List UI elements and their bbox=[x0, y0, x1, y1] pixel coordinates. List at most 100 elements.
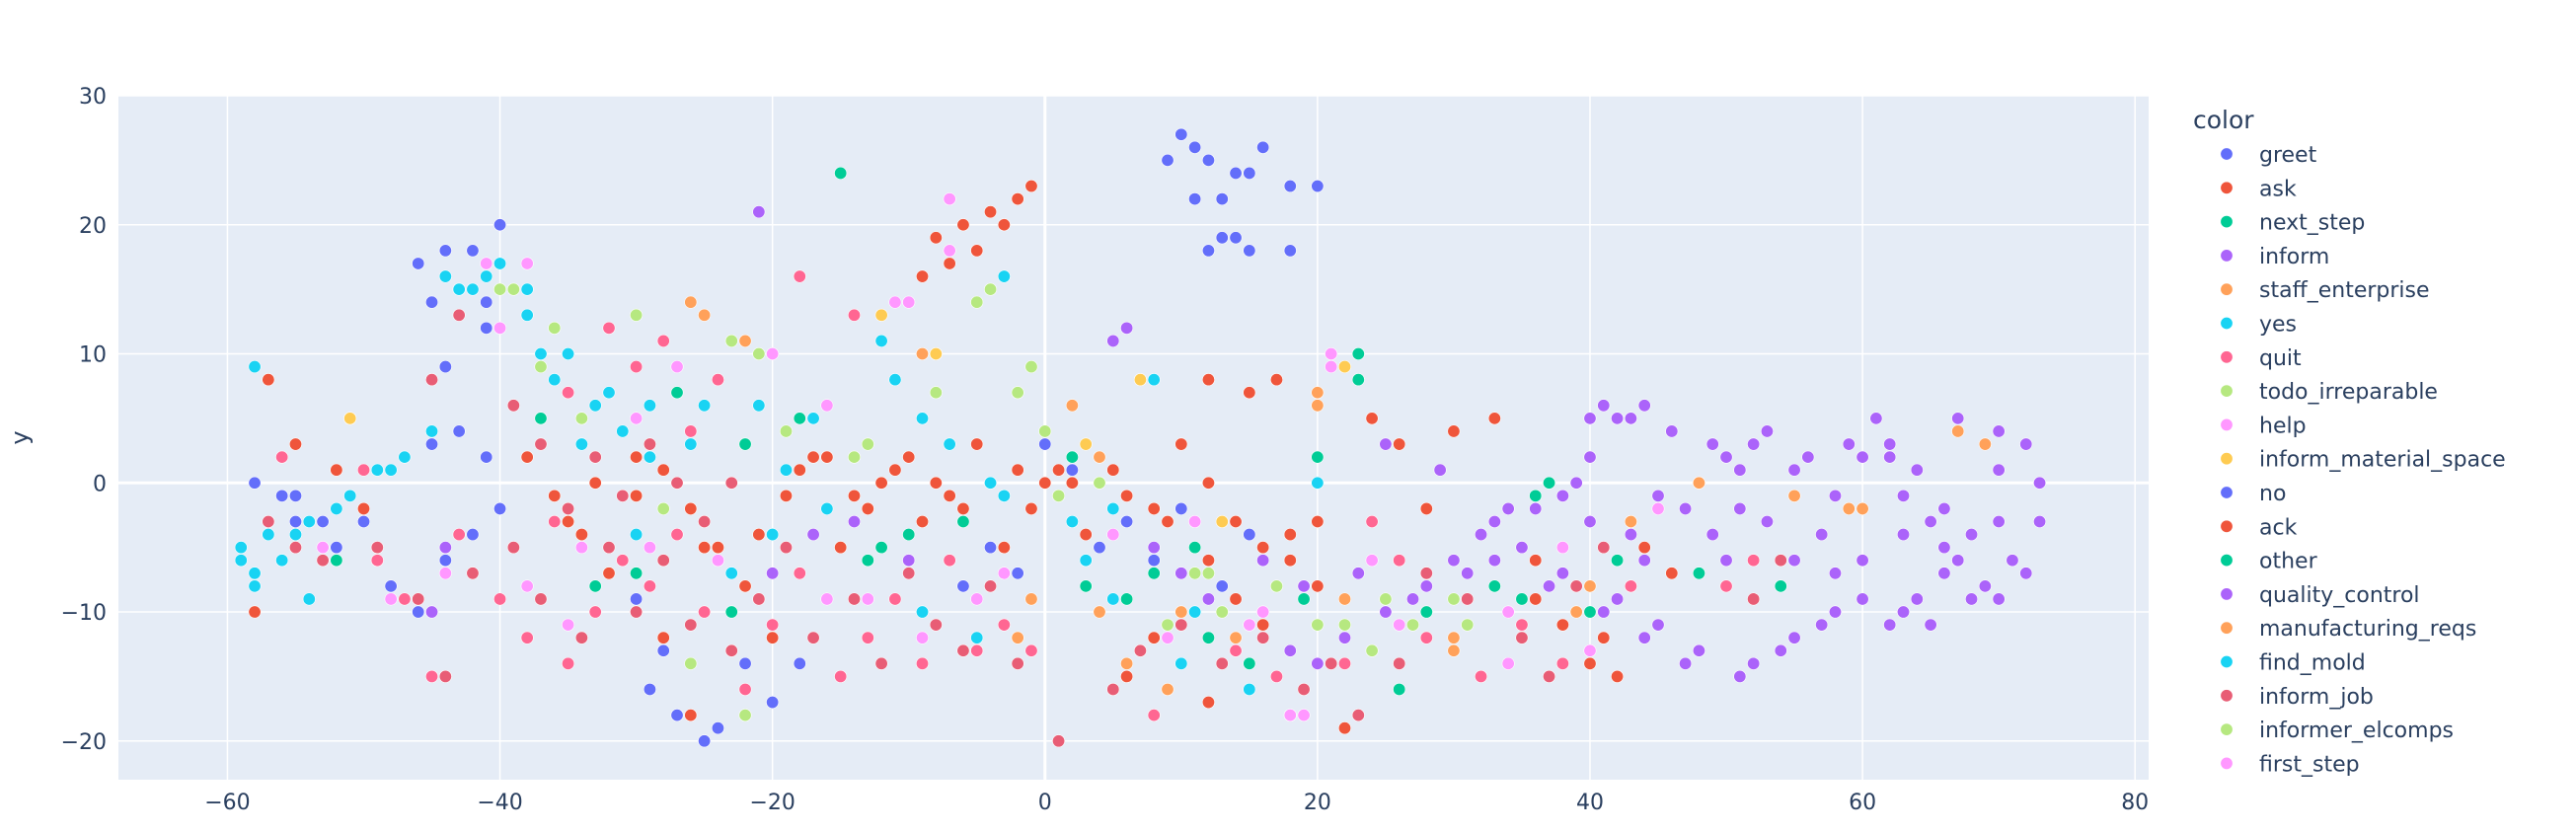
legend-label: help bbox=[2259, 414, 2307, 438]
legend-label: staff_enterprise bbox=[2259, 278, 2430, 303]
legend-marker bbox=[2220, 181, 2234, 194]
data-point bbox=[1924, 514, 1937, 528]
data-point bbox=[847, 308, 861, 322]
data-point bbox=[1692, 567, 1705, 580]
data-point bbox=[1147, 541, 1161, 555]
data-point bbox=[793, 567, 806, 580]
data-point bbox=[1351, 347, 1365, 361]
legend-marker bbox=[2220, 215, 2234, 229]
data-point bbox=[970, 437, 984, 451]
data-point bbox=[724, 644, 738, 657]
data-point bbox=[1869, 412, 1883, 425]
data-point bbox=[2006, 554, 2019, 568]
data-point bbox=[466, 244, 480, 258]
legend-item[interactable]: ask bbox=[2220, 177, 2297, 201]
legend-item[interactable]: no bbox=[2220, 482, 2287, 506]
data-point bbox=[1283, 244, 1297, 258]
data-point bbox=[1487, 514, 1501, 528]
legend-item[interactable]: yes bbox=[2220, 313, 2297, 338]
data-point bbox=[861, 437, 874, 451]
legend-item[interactable]: greet bbox=[2220, 143, 2317, 168]
legend-item[interactable]: todo_irreparable bbox=[2220, 380, 2438, 405]
data-point bbox=[1011, 386, 1024, 400]
data-point bbox=[384, 579, 398, 593]
data-point bbox=[1201, 476, 1215, 490]
data-point bbox=[724, 567, 738, 580]
data-point bbox=[874, 308, 888, 322]
legend-item[interactable]: inform_material_space bbox=[2220, 448, 2506, 473]
data-point bbox=[698, 514, 712, 528]
data-point bbox=[602, 321, 616, 335]
data-point bbox=[520, 631, 534, 644]
legend-item[interactable]: help bbox=[2220, 414, 2307, 438]
series-todo-irreparable bbox=[493, 282, 1461, 670]
data-point bbox=[984, 476, 998, 490]
legend-item[interactable]: first_step bbox=[2220, 752, 2360, 777]
data-point bbox=[1243, 166, 1256, 180]
data-point bbox=[1597, 541, 1611, 555]
legend-item[interactable]: find_mold bbox=[2220, 651, 2366, 676]
data-point bbox=[698, 605, 712, 619]
data-point bbox=[1283, 180, 1297, 193]
data-point bbox=[997, 567, 1011, 580]
data-point bbox=[1406, 618, 1420, 632]
data-point bbox=[275, 554, 289, 568]
data-point bbox=[1215, 656, 1229, 670]
legend-item[interactable]: inform_job bbox=[2220, 685, 2374, 710]
legend-item[interactable]: manufacturing_reqs bbox=[2220, 617, 2476, 642]
data-point bbox=[984, 579, 998, 593]
legend-label: quality_control bbox=[2259, 583, 2420, 608]
data-point bbox=[1692, 644, 1705, 657]
legend-item[interactable]: next_step bbox=[2220, 211, 2366, 236]
data-point bbox=[1365, 554, 1379, 568]
data-point bbox=[302, 514, 316, 528]
y-tick-label: 10 bbox=[79, 343, 107, 368]
data-point bbox=[1529, 489, 1543, 502]
data-point bbox=[425, 669, 439, 683]
legend-item[interactable]: quality_control bbox=[2220, 583, 2420, 608]
data-point bbox=[1419, 631, 1433, 644]
data-point bbox=[902, 554, 916, 568]
data-point bbox=[412, 592, 425, 606]
data-point bbox=[874, 541, 888, 555]
data-point bbox=[997, 618, 1011, 632]
data-point bbox=[1297, 709, 1311, 722]
legend-item[interactable]: quit bbox=[2220, 346, 2302, 371]
legend-item[interactable]: informer_elcomps bbox=[2220, 719, 2454, 743]
legend-item[interactable]: ack bbox=[2220, 515, 2298, 540]
legend-item[interactable]: inform bbox=[2220, 245, 2330, 269]
legend-marker bbox=[2220, 587, 2234, 601]
data-point bbox=[288, 528, 302, 542]
data-point bbox=[1120, 514, 1134, 528]
data-point bbox=[1555, 489, 1569, 502]
data-point bbox=[1611, 554, 1625, 568]
data-point bbox=[1093, 541, 1106, 555]
data-point bbox=[248, 476, 262, 490]
data-point bbox=[1597, 605, 1611, 619]
data-point bbox=[302, 592, 316, 606]
data-point bbox=[1133, 644, 1147, 657]
data-point bbox=[1883, 450, 1897, 464]
data-point bbox=[1569, 476, 1583, 490]
data-point bbox=[1147, 709, 1161, 722]
data-point bbox=[834, 541, 848, 555]
legend-item[interactable]: staff_enterprise bbox=[2220, 278, 2430, 303]
data-point bbox=[356, 514, 370, 528]
data-point bbox=[1093, 605, 1106, 619]
data-point bbox=[506, 541, 520, 555]
data-point bbox=[1543, 476, 1556, 490]
data-point bbox=[766, 631, 780, 644]
data-point bbox=[1611, 412, 1625, 425]
data-point bbox=[1815, 618, 1829, 632]
y-tick-label: 20 bbox=[79, 214, 107, 239]
data-point bbox=[1256, 554, 1270, 568]
data-point bbox=[643, 541, 656, 555]
data-point bbox=[847, 514, 861, 528]
legend-label: no bbox=[2259, 482, 2286, 506]
data-point bbox=[574, 412, 588, 425]
data-point bbox=[711, 721, 724, 735]
series-ack bbox=[520, 437, 1679, 644]
legend-item[interactable]: other bbox=[2220, 550, 2318, 574]
data-point bbox=[929, 618, 943, 632]
data-point bbox=[1161, 682, 1174, 696]
